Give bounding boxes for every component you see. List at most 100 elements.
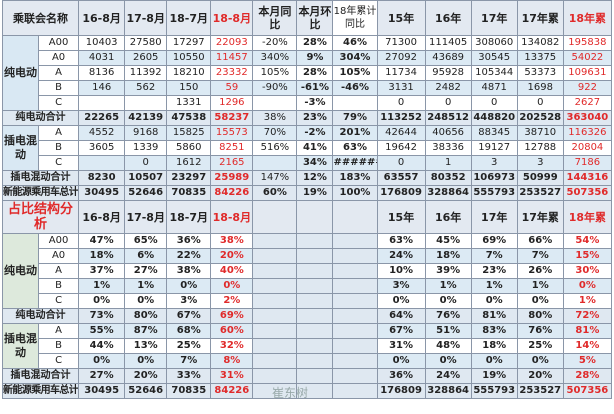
- table-cell: 76%: [424, 308, 472, 324]
- table-cell: 37%: [78, 263, 126, 279]
- table-cell: 0%: [424, 353, 472, 369]
- table-cell: [124, 95, 168, 111]
- table-cell: [296, 233, 334, 249]
- table-cell: 3605: [78, 140, 126, 156]
- subtotal-label: 纯电动合计: [1, 308, 80, 324]
- table-cell: 0%: [78, 293, 126, 309]
- table-cell: 4031: [78, 50, 126, 66]
- table-cell: 13%: [124, 338, 168, 354]
- table-cell: 32%: [210, 338, 254, 354]
- table-cell: [332, 95, 378, 111]
- table-cell: 10%: [376, 263, 426, 279]
- table-cell: 0%: [210, 278, 254, 294]
- table-cell: 0%: [124, 293, 168, 309]
- table-cell: 0: [424, 95, 472, 111]
- table-cell: 60%: [252, 185, 298, 201]
- table-cell: [332, 338, 378, 354]
- table-cell: 42139: [124, 110, 168, 126]
- table-cell: 25989: [210, 170, 254, 186]
- table-cell: 63%: [376, 233, 426, 249]
- table-cell: 18%: [470, 338, 518, 354]
- table-cell: -90%: [252, 80, 298, 96]
- table-cell: 3%: [376, 278, 426, 294]
- table-cell: 79%: [332, 110, 378, 126]
- table-cell: 7%: [166, 353, 212, 369]
- table-cell: 5%: [562, 353, 613, 369]
- table-cell: 10550: [166, 50, 212, 66]
- column-header: 18-7月: [166, 0, 212, 36]
- table-cell: 0: [376, 155, 426, 171]
- table-cell: 22%: [166, 248, 212, 264]
- table-cell: 106973: [470, 170, 518, 186]
- table-cell: -3%: [296, 95, 334, 111]
- table-cell: 36%: [166, 233, 212, 249]
- table-cell: 2165: [210, 155, 254, 171]
- row-label: B: [38, 80, 80, 96]
- table-cell: 70835: [166, 185, 212, 201]
- table-cell: [332, 278, 378, 294]
- table-cell: 105344: [470, 65, 518, 81]
- table-cell: [332, 263, 378, 279]
- table-cell: 3%: [166, 293, 212, 309]
- column-header: 16年: [424, 200, 472, 234]
- table-cell: 80%: [516, 308, 564, 324]
- table-row: 纯电动 A00 47% 65% 36% 38% 63% 45% 69% 66% 54%: [1, 233, 613, 309]
- table-cell: 2605: [124, 50, 168, 66]
- table-cell: 27%: [78, 368, 126, 384]
- table-cell: ######: [332, 155, 378, 171]
- table-cell: 116326: [562, 125, 613, 141]
- table-cell: 11734: [376, 65, 426, 81]
- table-cell: [252, 155, 298, 171]
- table-cell: 36%: [376, 368, 426, 384]
- table-cell: 43689: [424, 50, 472, 66]
- table-cell: 27%: [124, 263, 168, 279]
- table-cell: 105%: [332, 65, 378, 81]
- table-cell: [78, 95, 126, 111]
- table-cell: 0%: [516, 293, 564, 309]
- table-cell: 46%: [332, 35, 378, 51]
- table-cell: 201%: [332, 125, 378, 141]
- table-cell: 80%: [124, 308, 168, 324]
- table-cell: 71300: [376, 35, 426, 51]
- table-cell: [252, 353, 298, 369]
- table-cell: 10403: [78, 35, 126, 51]
- table-row: B 1% 1% 0% 0% 3% 1% 1% 1% 0%: [3, 278, 613, 294]
- table-cell: [252, 323, 298, 339]
- table-row: C 1331 1296 -3% 0 0 0 0 2627: [3, 95, 613, 111]
- table-cell: 59: [210, 80, 254, 96]
- table-cell: 54%: [562, 233, 613, 249]
- table-cell: 40%: [210, 263, 254, 279]
- column-header: [252, 200, 298, 234]
- table-cell: 19%: [470, 368, 518, 384]
- table-cell: 304%: [332, 50, 378, 66]
- grand-total-label: 新能源乘用车总计: [1, 383, 80, 399]
- table-cell: 176809: [376, 185, 426, 201]
- table-cell: 340%: [252, 50, 298, 66]
- table-row: C 0% 0% 7% 8% 0% 0% 0% 0% 5%: [3, 353, 613, 369]
- table-cell: 67%: [166, 308, 212, 324]
- table-cell: 67%: [376, 323, 426, 339]
- table-cell: -46%: [332, 80, 378, 96]
- table-cell: 19%: [296, 185, 334, 201]
- table-cell: 507356: [562, 185, 613, 201]
- table-row: A 37% 27% 38% 40% 10% 39% 23% 26% 30%: [3, 263, 613, 279]
- table-cell: 555793: [470, 185, 518, 201]
- table-cell: 12788: [516, 140, 564, 156]
- table-cell: 20804: [562, 140, 613, 156]
- table-cell: 8230: [78, 170, 126, 186]
- table-cell: 15%: [562, 248, 613, 264]
- column-header: 17-8月: [124, 200, 168, 234]
- table-cell: 11392: [124, 65, 168, 81]
- table-cell: 13375: [516, 50, 564, 66]
- table-cell: 63%: [332, 140, 378, 156]
- table-cell: 55%: [78, 323, 126, 339]
- section-title: 占比结构分析: [1, 200, 80, 234]
- table-cell: 922: [562, 80, 613, 96]
- table-cell: 0%: [470, 293, 518, 309]
- table-cell: 47538: [166, 110, 212, 126]
- table-cell: [296, 353, 334, 369]
- table-cell: 39%: [424, 263, 472, 279]
- table-cell: 0%: [470, 353, 518, 369]
- row-label: B: [38, 338, 80, 354]
